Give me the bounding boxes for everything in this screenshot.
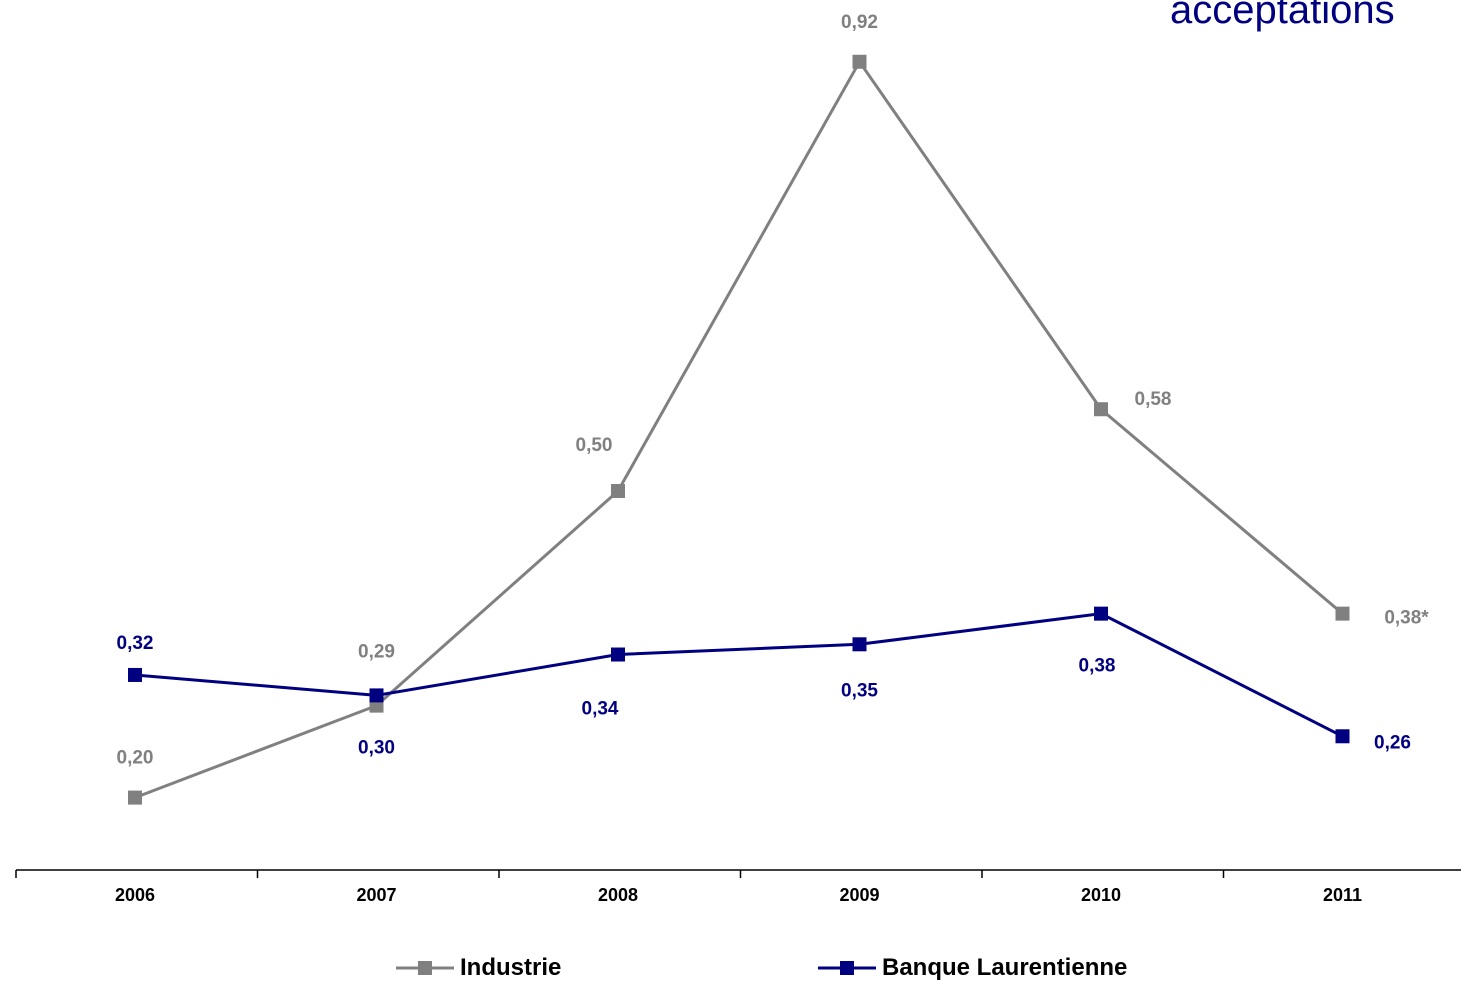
- data-label-1-2009: 0,35: [841, 680, 878, 701]
- data-label-1-2011: 0,26: [1374, 732, 1411, 753]
- x-tick-label-2011: 2011: [1323, 885, 1362, 905]
- x-tick-label-2006: 2006: [115, 885, 155, 905]
- data-label-0-2009: 0,92: [841, 12, 878, 33]
- x-tick-label-2009: 2009: [839, 885, 879, 905]
- data-point-1-2011: [1335, 729, 1350, 744]
- data-point-1-2006: [128, 667, 142, 682]
- data-point-0-2009: [852, 54, 867, 69]
- legend-label-banque-laurentienne: Banque Laurentienne: [882, 954, 1128, 981]
- series-line-1: [134, 612, 1344, 738]
- data-label-1-2006: 0,32: [117, 633, 154, 654]
- data-label-0-2007: 0,29: [358, 642, 395, 663]
- legend-swatch-banque-laurentienne: [818, 961, 876, 975]
- data-point-1-2009: [852, 637, 867, 652]
- x-tick-label-2008: 2008: [598, 885, 638, 905]
- data-label-0-2010: 0,58: [1135, 389, 1172, 410]
- x-tick-label-2007: 2007: [356, 885, 396, 905]
- chart-title-fragment: acceptations: [1170, 0, 1395, 32]
- legend-item-industrie: Industrie: [394, 954, 561, 982]
- data-point-0-2008: [611, 484, 625, 498]
- series-line-0: [134, 58, 1344, 800]
- data-point-1-2010: [1094, 606, 1108, 621]
- data-point-1-2007: [369, 688, 384, 703]
- legend-label-industrie: Industrie: [460, 954, 562, 981]
- legend-item-banque-laurentienne: Banque Laurentienne: [816, 954, 1127, 982]
- legend-swatch-industrie: [396, 961, 454, 975]
- data-label-1-2010: 0,38: [1079, 656, 1116, 677]
- chart-legend: Industrie Banque Laurentienne: [0, 954, 1461, 994]
- line-chart: 2006 2007 2008 2009 2010 2011 0,20 0,29 0,50 0,92…: [15, 12, 1461, 905]
- data-label-0-2008: 0,50: [576, 435, 613, 456]
- data-point-0-2010: [1094, 402, 1108, 417]
- x-tick-label-2010: 2010: [1081, 885, 1121, 905]
- data-point-0-2006: [128, 790, 142, 805]
- data-label-0-2006: 0,20: [117, 748, 154, 769]
- data-label-1-2008: 0,34: [582, 699, 619, 720]
- data-point-1-2008: [611, 647, 625, 662]
- data-point-0-2011: [1335, 606, 1350, 621]
- data-label-0-2011: 0,38*: [1384, 608, 1429, 629]
- data-label-1-2007: 0,30: [358, 737, 395, 758]
